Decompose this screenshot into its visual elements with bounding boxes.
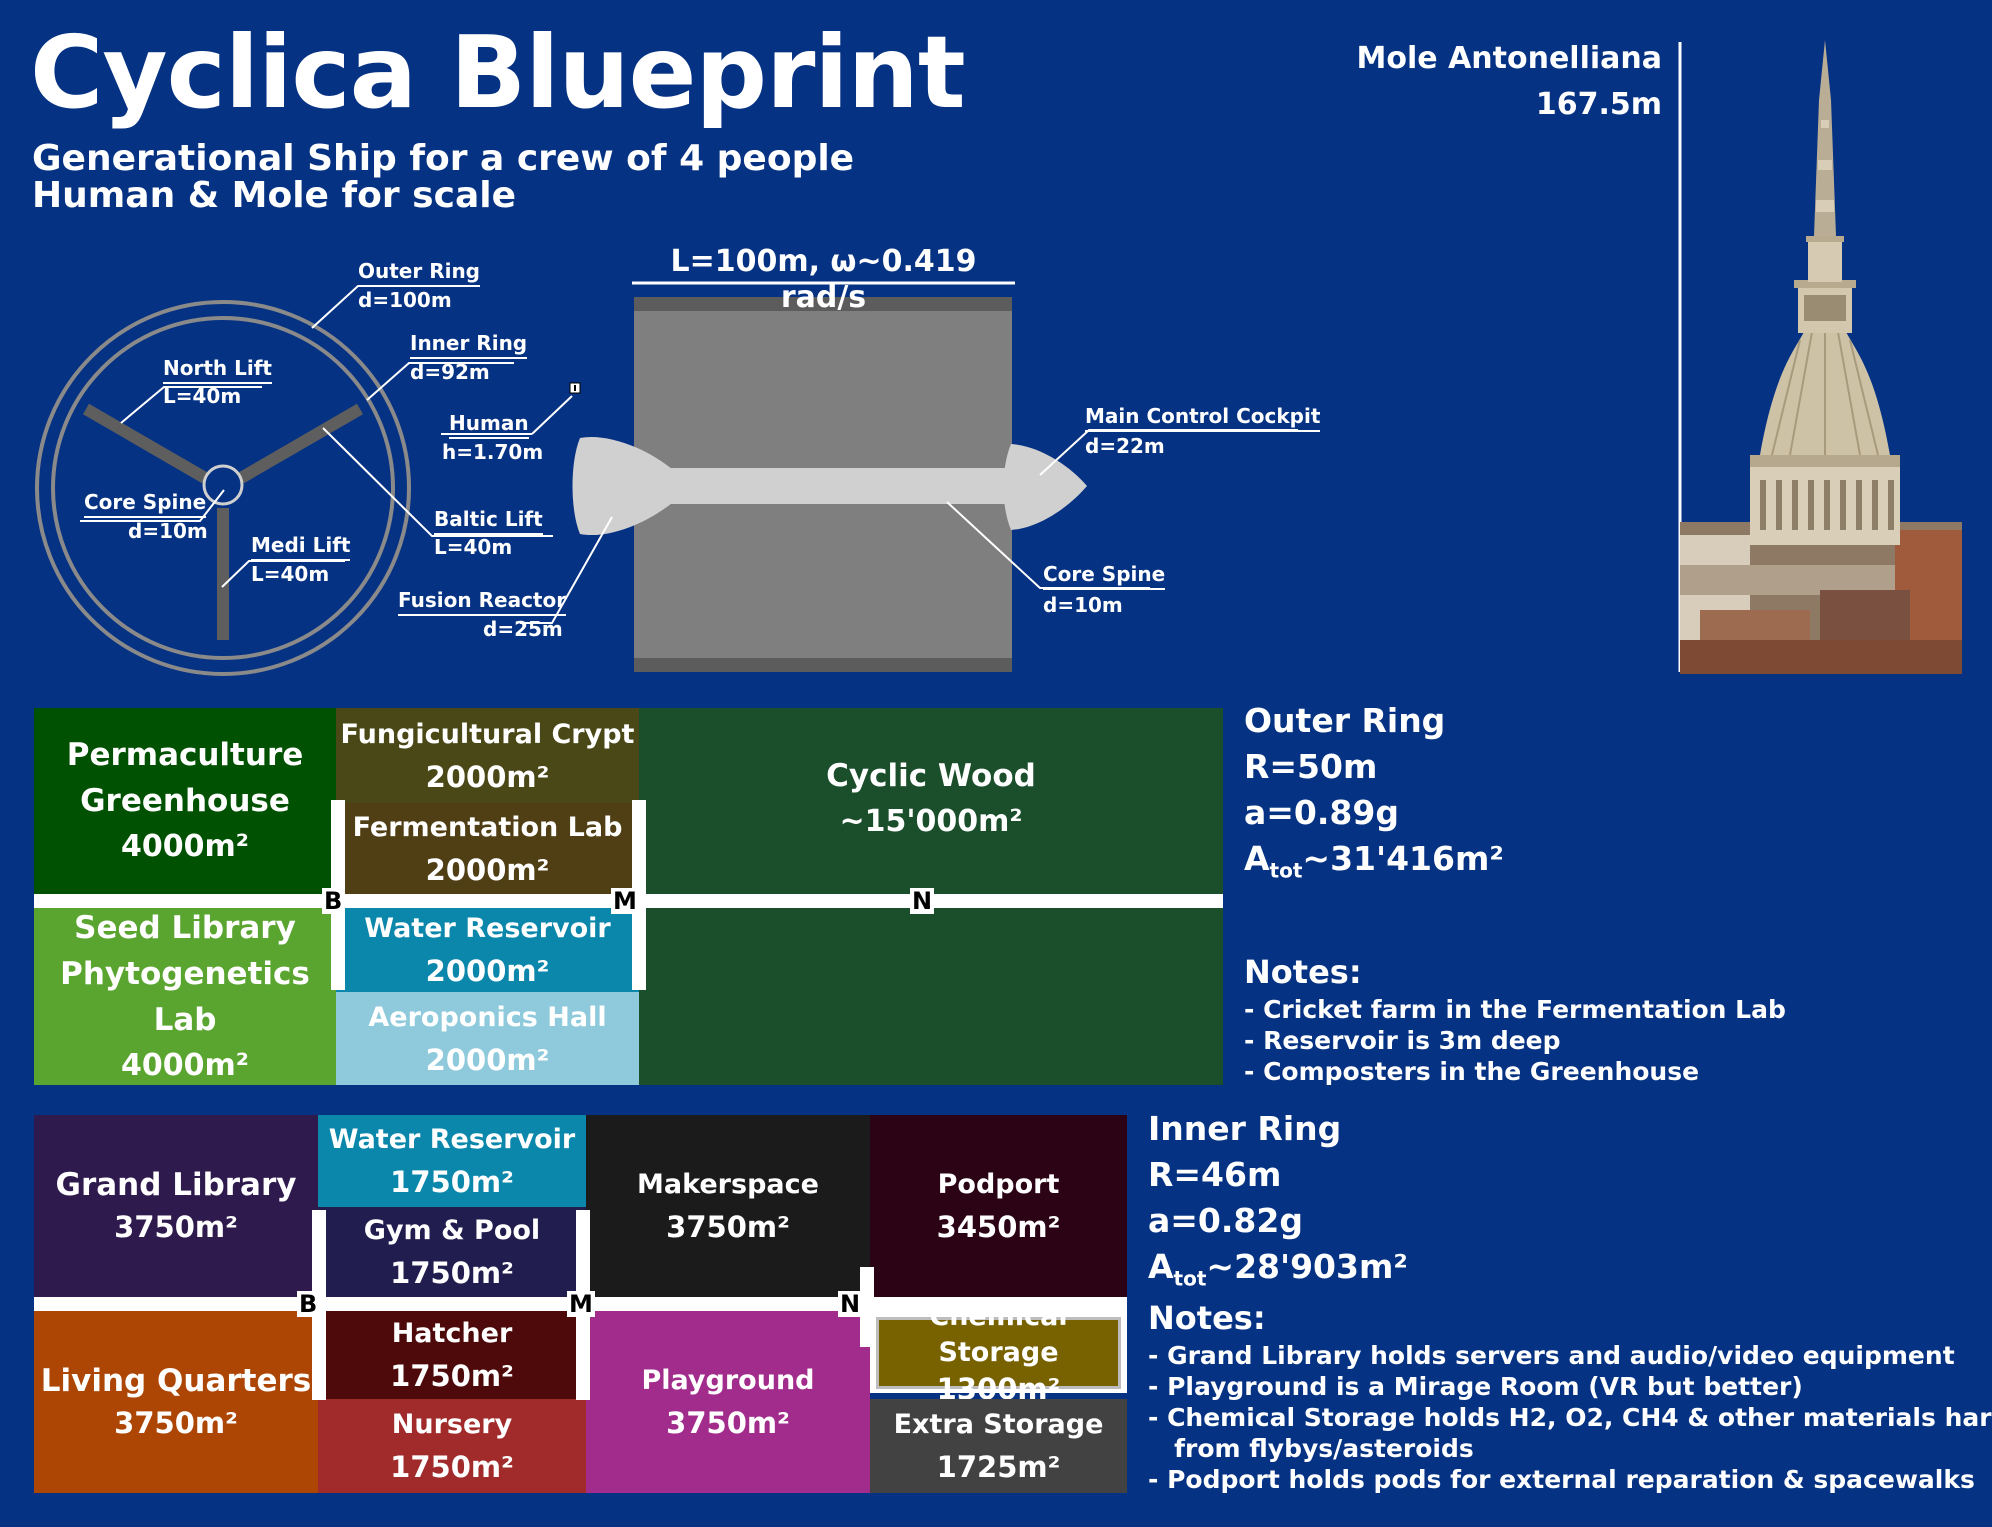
inner-note: - Playground is a Mirage Room (VR but be…	[1148, 1372, 1803, 1401]
outer-note: - Composters in the Greenhouse	[1244, 1057, 1700, 1086]
inner-ring-shape	[51, 316, 395, 660]
outer-note: - Cricket farm in the Fermentation Lab	[1244, 995, 1786, 1024]
label-outer-ring-dim: d=100m	[358, 288, 452, 312]
outer-ring-shape	[35, 300, 411, 676]
label-medi-lift: Medi Lift	[251, 532, 351, 561]
label-baltic-lift-dim: L=40m	[434, 535, 513, 559]
zone-fungicultural-crypt: Fungicultural Crypt 2000m²	[336, 708, 639, 803]
label-fusion-reactor-dim: d=25m	[483, 617, 563, 641]
outer-ring-title: Outer Ring	[1244, 701, 1446, 740]
core-spine-shape	[202, 464, 244, 506]
label-fusion-reactor: Fusion Reactor	[398, 587, 567, 616]
mole-name: Mole Antonelliana	[1356, 41, 1662, 76]
zone-fermentation-lab: Fermentation Lab 2000m²	[336, 803, 639, 894]
label-outer-ring: Outer Ring	[358, 258, 481, 287]
stop-b-outer[interactable]: B	[322, 887, 345, 915]
page-title: Cyclica Blueprint	[30, 14, 966, 131]
outer-ring-map: Permaculture Greenhouse 4000m² Fungicult…	[34, 708, 1223, 1085]
label-side-core-spine: Core Spine	[1043, 561, 1166, 590]
zone-hatcher: Hatcher 1750m²	[318, 1311, 586, 1399]
zone-extra-storage: Extra Storage 1725m²	[870, 1399, 1127, 1493]
inner-note: from flybys/asteroids	[1148, 1434, 1474, 1463]
zone-living-quarters: Living Quarters 3750m²	[34, 1311, 318, 1493]
zone-nursery: Nursery 1750m²	[318, 1399, 586, 1493]
label-medi-lift-dim: L=40m	[251, 562, 330, 586]
inner-note: - Grand Library holds servers and audio/…	[1148, 1341, 1955, 1370]
cockpit-shape	[1003, 444, 1087, 530]
label-inner-ring-dim: d=92m	[410, 360, 490, 384]
outer-ring-radius: R=50m	[1244, 747, 1378, 786]
inner-ring-notes-title: Notes:	[1148, 1299, 1266, 1337]
zone-permaculture-greenhouse: Permaculture Greenhouse 4000m²	[34, 708, 336, 894]
baltic-lift-shape	[237, 403, 364, 484]
inner-note: - Podport holds pods for external repara…	[1148, 1465, 1975, 1494]
label-cockpit-dim: d=22m	[1085, 434, 1165, 458]
inner-note: - Chemical Storage holds H2, O2, CH4 & o…	[1148, 1403, 1992, 1432]
stop-n-outer[interactable]: N	[910, 887, 935, 915]
inner-lift-n-shaft	[860, 1267, 874, 1347]
outer-lift-m-shaft	[632, 800, 646, 990]
subtitle-scale: Human & Mole for scale	[32, 175, 516, 216]
zone-podport: Podport 3450m²	[870, 1115, 1127, 1297]
mole-height: 167.5m	[1535, 87, 1662, 122]
label-core-spine-dim: d=10m	[128, 519, 208, 543]
zone-makerspace: Makerspace 3750m²	[586, 1115, 870, 1297]
outer-ring-notes-title: Notes:	[1244, 953, 1362, 991]
ring-diagram	[35, 42, 1682, 676]
zone-water-reservoir-inner: Water Reservoir 1750m²	[318, 1115, 586, 1207]
inner-ring-area: Atot~28'903m²	[1148, 1247, 1408, 1291]
stop-m-outer[interactable]: M	[611, 887, 639, 915]
outer-note: - Reservoir is 3m deep	[1244, 1026, 1561, 1055]
stop-m-inner[interactable]: M	[567, 1290, 595, 1318]
inner-ring-accel: a=0.82g	[1148, 1201, 1303, 1240]
inner-ring-map: Grand Library 3750m² Water Reservoir 175…	[34, 1115, 1127, 1493]
zone-playground: Playground 3750m²	[586, 1311, 870, 1493]
outer-ring-area: Atot~31'416m²	[1244, 839, 1504, 883]
inner-ring-title: Inner Ring	[1148, 1109, 1342, 1148]
mole-antonelliana-image	[1680, 40, 1962, 674]
zone-aeroponics-hall: Aeroponics Hall 2000m²	[336, 992, 639, 1085]
label-north-lift: North Lift	[163, 355, 272, 384]
label-side-core-spine-dim: d=10m	[1043, 593, 1123, 617]
inner-ring-radius: R=46m	[1148, 1155, 1282, 1194]
stop-b-inner[interactable]: B	[297, 1290, 320, 1318]
fusion-reactor-shape	[572, 436, 690, 536]
zone-chemical-storage: Chemical Storage 1300m²	[876, 1301, 1121, 1406]
stop-n-inner[interactable]: N	[838, 1290, 863, 1318]
label-core-spine: Core Spine	[84, 489, 207, 518]
label-north-lift-dim: L=40m	[163, 384, 242, 408]
zone-seed-library: Seed Library Phytogenetics Lab 4000m²	[34, 908, 336, 1085]
side-view-header: L=100m, ω~0.419 rad/s	[670, 244, 977, 315]
label-cockpit: Main Control Cockpit	[1085, 403, 1321, 432]
zone-grand-library: Grand Library 3750m²	[34, 1115, 318, 1297]
outer-ring-accel: a=0.89g	[1244, 793, 1399, 832]
subtitle-crew: Generational Ship for a crew of 4 people	[32, 138, 855, 179]
label-baltic-lift: Baltic Lift	[434, 506, 543, 535]
label-inner-ring: Inner Ring	[410, 330, 528, 359]
north-lift-shape	[82, 403, 209, 484]
zone-gym-pool: Gym & Pool 1750m²	[318, 1207, 586, 1297]
label-human: Human	[449, 410, 529, 439]
zone-water-reservoir-outer: Water Reservoir 2000m²	[336, 908, 639, 992]
label-human-dim: h=1.70m	[442, 440, 544, 464]
